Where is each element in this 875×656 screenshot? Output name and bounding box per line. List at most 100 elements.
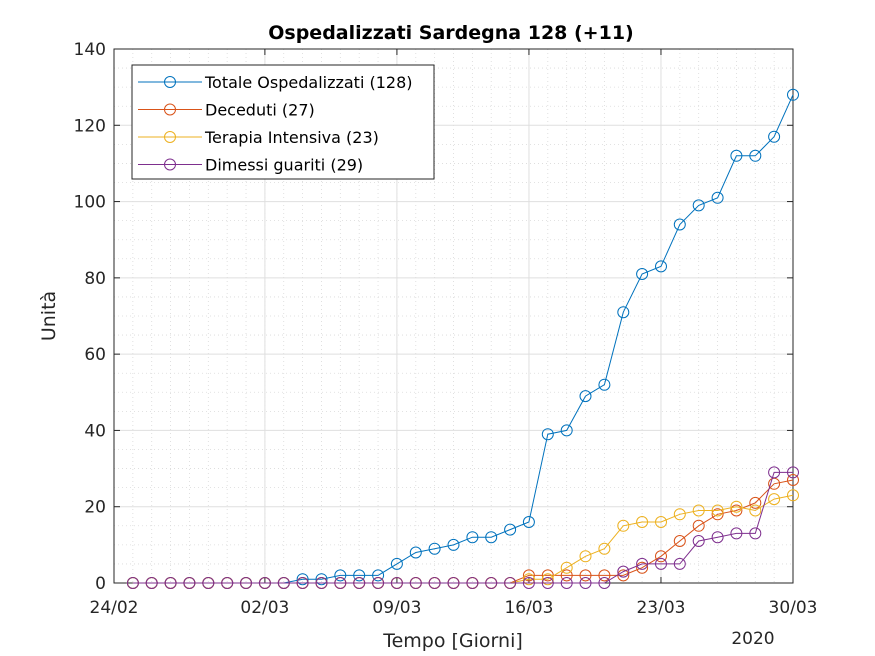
legend-item-2: Deceduti (27): [138, 101, 315, 120]
legend-item-4: Dimessi guariti (29): [138, 156, 363, 175]
data-point: [315, 577, 328, 589]
data-point: [522, 573, 535, 586]
data-point: [655, 260, 667, 273]
legend-marker: [164, 158, 176, 171]
data-point: [730, 504, 743, 517]
data-point: [560, 577, 573, 589]
data-point: [787, 88, 799, 101]
data-point: [636, 268, 649, 280]
data-point: [617, 306, 630, 319]
data-point: [296, 573, 309, 586]
data-point: [428, 542, 441, 555]
data-point: [334, 577, 347, 589]
data-point: [636, 516, 649, 528]
data-point: [730, 500, 743, 513]
data-point: [655, 550, 667, 563]
data-point: [353, 577, 366, 589]
data-point: [787, 466, 799, 479]
data-point: [447, 538, 460, 551]
data-point: [334, 569, 347, 582]
data-point: [749, 527, 762, 540]
data-point: [598, 378, 611, 391]
data-point: [485, 577, 498, 589]
data-point: [409, 577, 422, 589]
y-tick-label: 60: [84, 345, 106, 365]
data-point: [768, 493, 781, 506]
data-point: [390, 577, 403, 589]
legend-label: Totale Ospedalizzati (128): [204, 73, 413, 92]
data-point: [522, 577, 535, 589]
x-tick-label: 30/03: [769, 598, 818, 618]
data-point: [711, 531, 724, 544]
x-tick-label: 23/03: [636, 598, 685, 618]
data-point: [579, 577, 592, 589]
axis-ticks: 0 20 40 60 80 100 120 140 24/02 02/03 09/03 16/03 23…: [74, 40, 818, 618]
data-point: [560, 561, 573, 574]
data-point: [164, 577, 177, 589]
data-point: [673, 218, 686, 231]
y-tick-label: 0: [95, 574, 106, 594]
data-point: [541, 428, 554, 441]
data-point: [636, 561, 649, 574]
legend: Totale Ospedalizzati (128) Deceduti (27) T…: [131, 64, 435, 180]
legend-box: [131, 64, 435, 180]
legend-marker: [164, 76, 176, 88]
data-point: [787, 489, 799, 502]
data-point: [372, 569, 385, 582]
data-point: [692, 519, 705, 532]
data-point: [749, 149, 762, 162]
data-point: [315, 573, 328, 586]
legend-label: Terapia Intensiva (23): [204, 128, 379, 147]
data-point: [277, 577, 290, 589]
data-point: [504, 577, 517, 589]
x-tick-label: 02/03: [240, 598, 289, 618]
data-point: [768, 466, 781, 479]
data-point: [787, 474, 799, 486]
data-point: [673, 557, 686, 570]
data-point: [353, 569, 366, 582]
legend-item-1: Totale Ospedalizzati (128): [138, 73, 413, 92]
data-point: [768, 130, 781, 143]
data-point: [485, 531, 498, 544]
data-point: [183, 577, 196, 589]
legend-marker: [164, 103, 176, 116]
data-point: [730, 527, 743, 540]
data-point: [560, 569, 573, 582]
data-point: [522, 569, 535, 582]
data-point: [692, 504, 705, 517]
x-axis-label: Tempo [Giorni]: [382, 630, 523, 652]
data-point: [749, 504, 762, 517]
data-point: [711, 504, 724, 517]
data-point: [541, 573, 554, 586]
series-line: [132, 471, 793, 584]
data-point: [711, 508, 724, 521]
data-point: [409, 546, 422, 559]
data-point: [145, 577, 158, 589]
data-point: [655, 516, 667, 528]
data-point: [692, 199, 705, 212]
data-point: [296, 577, 309, 589]
data-point: [466, 531, 479, 544]
x-tick-label: 24/02: [90, 598, 139, 618]
legend-marker: [164, 131, 176, 143]
x-tick-label: 16/03: [504, 598, 553, 618]
data-point: [636, 557, 649, 570]
legend-label: Deceduti (27): [205, 101, 315, 120]
data-point: [560, 424, 573, 437]
data-point: [447, 577, 460, 589]
legend-item-3: Terapia Intensiva (23): [138, 128, 379, 147]
data-point: [598, 577, 611, 589]
data-point: [579, 550, 592, 563]
data-point: [730, 149, 743, 162]
y-axis-label: Unità: [38, 291, 60, 341]
data-point: [221, 577, 234, 589]
data-point: [390, 557, 403, 570]
y-tick-label: 120: [74, 116, 106, 136]
chart-title: Ospedalizzati Sardegna 128 (+11): [268, 22, 633, 44]
data-point: [522, 516, 535, 528]
x-tick-label: 09/03: [372, 598, 421, 618]
data-point: [258, 577, 271, 589]
data-point: [126, 577, 139, 589]
data-point: [673, 535, 686, 547]
